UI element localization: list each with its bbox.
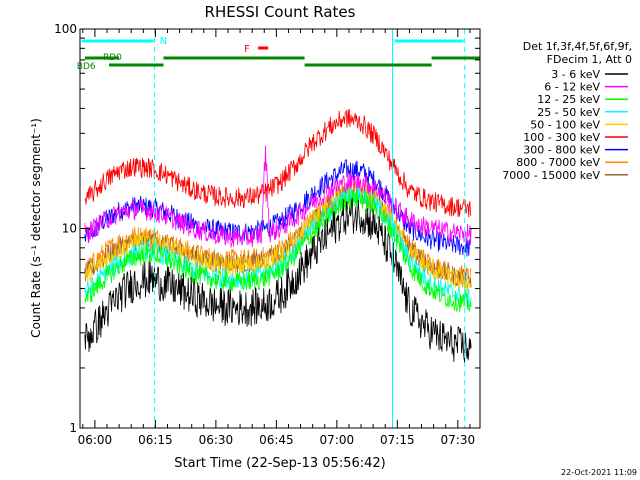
legend-entry-label: 7000 - 15000 keV bbox=[502, 169, 600, 182]
series-3-6kev-line bbox=[84, 198, 472, 363]
legend-entry-label: 50 - 100 keV bbox=[530, 118, 600, 131]
series-12-25kev-line bbox=[84, 188, 472, 313]
legend-entry-label: 300 - 800 keV bbox=[523, 144, 600, 157]
x-tick-label: 07:00 bbox=[320, 433, 355, 447]
y-tick-label: 1 bbox=[69, 421, 77, 435]
x-tick-label: 07:30 bbox=[441, 433, 476, 447]
y-tick-label: 100 bbox=[54, 22, 77, 36]
x-axis: 06:00 06:15 06:30 06:45 07:00 07:15 07:30 bbox=[78, 29, 475, 447]
legend-header-detectors: Det 1f,3f,4f,5f,6f,9f, bbox=[523, 40, 632, 53]
legend-entry-label: 12 - 25 keV bbox=[537, 93, 600, 106]
night-label: N bbox=[160, 36, 167, 47]
legend-entry-label: 800 - 7000 keV bbox=[516, 156, 600, 169]
footer-timestamp: 22-Oct-2021 11:09 bbox=[561, 468, 637, 477]
legend: Det 1f,3f,4f,5f,6f,9f, FDecim 1, Att 0 3… bbox=[502, 40, 632, 182]
x-tick-label: 06:15 bbox=[138, 433, 173, 447]
legend-entry-label: 25 - 50 keV bbox=[537, 106, 600, 119]
x-tick-label: 06:45 bbox=[259, 433, 294, 447]
series-25-50kev-line bbox=[84, 185, 472, 309]
bd6-label: BD6 bbox=[77, 62, 96, 72]
legend-entry-label: 100 - 300 keV bbox=[523, 131, 600, 144]
chart-title: RHESSI Count Rates bbox=[205, 3, 356, 21]
legend-entry-label: 6 - 12 keV bbox=[544, 81, 600, 94]
rd0-label: RD0 bbox=[103, 53, 122, 63]
x-tick-label: 06:30 bbox=[199, 433, 234, 447]
x-axis-label: Start Time (22-Sep-13 05:56:42) bbox=[174, 456, 385, 471]
x-tick-label: 06:00 bbox=[78, 433, 113, 447]
series-6-12kev-line bbox=[84, 145, 472, 248]
series-100-300kev-line bbox=[84, 109, 472, 218]
y-axis: 1 10 100 bbox=[54, 22, 480, 435]
x-tick-label: 07:15 bbox=[380, 433, 415, 447]
legend-header-decimation: FDecim 1, Att 0 bbox=[547, 53, 632, 66]
y-tick-label: 10 bbox=[62, 222, 77, 236]
series-300-800kev-line bbox=[84, 159, 472, 257]
saa-label: F bbox=[244, 44, 250, 55]
legend-entry-label: 3 - 6 keV bbox=[551, 68, 600, 81]
plot-frame bbox=[79, 28, 481, 429]
annotation-layer: N F RD0 BD6 bbox=[77, 29, 480, 428]
plot-area bbox=[84, 109, 472, 363]
y-axis-label: Count Rate (s⁻¹ detector segment⁻¹) bbox=[29, 118, 43, 338]
